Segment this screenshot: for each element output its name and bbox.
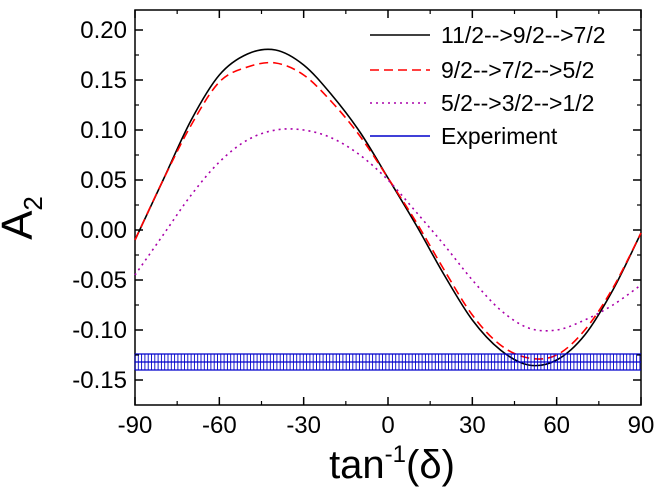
y-tick-label: 0.10 (80, 117, 127, 144)
legend-label-experiment: Experiment (441, 123, 558, 149)
x-tick-label: 30 (459, 412, 486, 439)
x-axis-label-superscript: -1 (385, 441, 406, 468)
y-axis-label-subscript: 2 (18, 196, 48, 210)
experiment-band (134, 353, 641, 371)
x-tick-label: -30 (286, 412, 321, 439)
series-curves (134, 48, 642, 367)
x-tick-label: 0 (381, 412, 394, 439)
x-axis-title: tan-1(δ) (329, 441, 455, 487)
y-tick-label: 0.05 (80, 167, 127, 194)
legend-label-1: 11/2-->9/2-->7/2 (441, 22, 606, 48)
y-tick-label: 0.20 (80, 17, 127, 44)
series-line-1 (134, 48, 642, 367)
x-tick-label: -60 (202, 412, 237, 439)
y-tick-label: -0.10 (72, 317, 127, 344)
y-axis-label: A (0, 210, 42, 240)
x-tick-label: 90 (628, 412, 655, 439)
y-axis-title: A2 (0, 196, 48, 240)
x-tick-label: 60 (543, 412, 570, 439)
legend-label-2: 9/2-->7/2-->5/2 (441, 57, 594, 83)
axis-ticks: -90 -60 -30 0 30 60 90 -0.15 -0.10 -0.05 0.00 0.05 0… (72, 10, 654, 439)
y-tick-label: -0.05 (72, 267, 127, 294)
y-tick-label: 0.15 (80, 67, 127, 94)
x-tick-label: -90 (118, 412, 153, 439)
x-axis-label: tan (329, 443, 385, 487)
experiment-error-bars (134, 354, 641, 370)
y-tick-label: -0.15 (72, 367, 127, 394)
legend: 11/2-->9/2-->7/2 9/2-->7/2-->5/2 5/2-->3/2… (370, 22, 606, 149)
legend-label-3: 5/2-->3/2-->1/2 (441, 90, 594, 116)
y-tick-label: 0.00 (80, 217, 127, 244)
x-axis-label-suffix: (δ) (406, 443, 455, 487)
series-line-3 (134, 128, 642, 332)
